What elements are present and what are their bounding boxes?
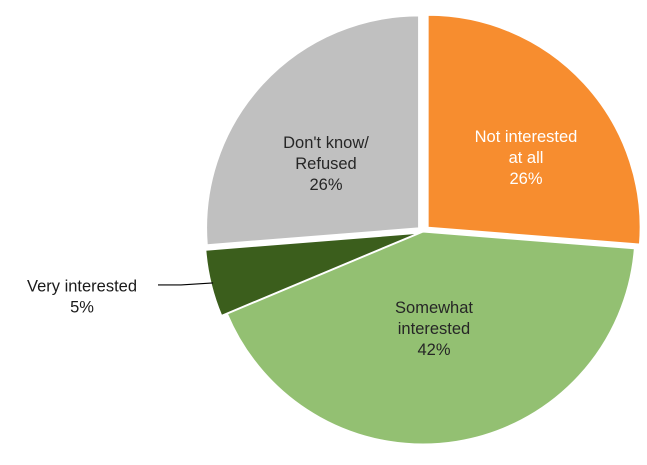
slice-category-label: at all [509, 149, 544, 167]
pie-slice-3 [206, 15, 420, 246]
slice-category-label: Refused [295, 155, 356, 173]
slice-value-label: 42% [417, 341, 450, 359]
slice-label-2: Very interested 5% [27, 278, 137, 317]
slice-category-label: Not interested [475, 128, 578, 146]
slice-category-label: Somewhat [395, 299, 473, 317]
slice-label-3: Don't know/Refused 26% [283, 134, 369, 194]
slice-label-1: Somewhat interested 42% [395, 299, 473, 359]
slice-category-label: Don't know/ [283, 134, 369, 152]
pie-slice-0 [427, 14, 641, 245]
slice-value-label: 26% [509, 170, 542, 188]
slice-value-label: 5% [70, 299, 94, 317]
leader-line-very-interested [158, 282, 214, 286]
slice-category-label: Very interested [27, 278, 137, 296]
slice-value-label: 26% [309, 176, 342, 194]
slice-label-0: Not interested at all 26% [475, 128, 578, 188]
slice-category-label: interested [398, 320, 470, 338]
pie-slice-1 [226, 231, 635, 445]
